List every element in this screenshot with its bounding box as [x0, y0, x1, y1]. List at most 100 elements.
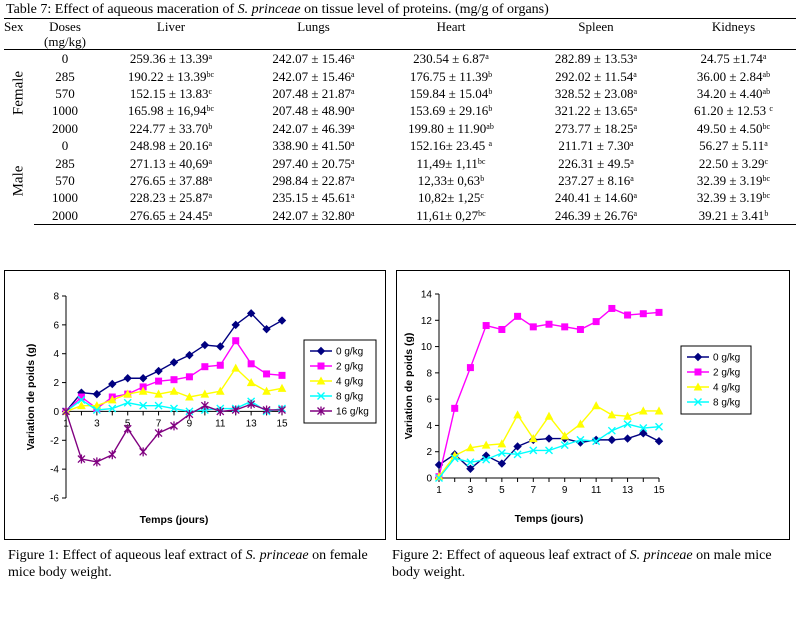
- x-tick-label: 3: [468, 485, 474, 496]
- data-point: [317, 362, 325, 370]
- data-point: [278, 371, 286, 379]
- data-point: [450, 454, 459, 463]
- significance-letter: a: [488, 139, 493, 149]
- value: 259.36 ± 13.39: [129, 51, 209, 67]
- value: 32.39 ± 3.19: [696, 172, 763, 188]
- series-0-g-kg: [61, 309, 287, 416]
- data-point: [215, 386, 225, 395]
- value: 242.07 ± 15.46: [272, 51, 352, 67]
- significance-letter: a: [633, 121, 638, 131]
- x-tick-label: 11: [591, 485, 602, 496]
- x-tick-label: 9: [562, 485, 568, 496]
- y-tick-label: 2: [53, 378, 59, 389]
- data-point: [655, 308, 663, 316]
- header-kidneys: Kidneys: [671, 18, 796, 34]
- y-tick-label: 2: [426, 447, 432, 458]
- heart-cell: 153.69 ± 29.16b: [381, 102, 521, 119]
- liver-cell: 259.36 ± 13.39a: [96, 50, 246, 68]
- data-point: [216, 406, 225, 416]
- significance-letter: b: [764, 208, 769, 218]
- data-point: [92, 457, 101, 467]
- significance-letter: a: [351, 69, 355, 79]
- table-row: 1000 228.23 ± 25.87a 235.15 ± 45.61a 10,82±…: [4, 189, 796, 206]
- value: 152.16± 23.45: [409, 138, 489, 154]
- header-heart: Heart: [381, 18, 521, 34]
- data-point: [138, 386, 148, 395]
- data-point: [497, 439, 507, 448]
- significance-letter: a: [762, 52, 767, 62]
- data-point: [108, 450, 117, 460]
- significance-letter: c: [480, 191, 484, 201]
- lungs-cell: 297.40 ± 20.75a: [246, 154, 381, 171]
- table-row: 570 152.15 ± 13.83c 207.48 ± 21.87a 159.84 …: [4, 85, 796, 102]
- data-point: [576, 435, 585, 444]
- liver-cell: 228.23 ± 25.87a: [96, 189, 246, 206]
- data-point: [655, 422, 663, 431]
- significance-letter: a: [351, 208, 355, 218]
- value: 22.50 ± 3.29: [698, 155, 765, 171]
- significance-letter: a: [351, 121, 355, 131]
- heart-cell: 199.80 ± 11.90ab: [381, 120, 521, 137]
- value: 61.20 ± 12.53: [694, 103, 770, 119]
- legend-label: 2 g/kg: [713, 368, 740, 379]
- value: 153.69 ± 29.16: [409, 103, 489, 119]
- x-axis-label: Temps (jours): [515, 513, 584, 525]
- data-point: [277, 383, 287, 392]
- x-tick-label: 11: [215, 418, 226, 429]
- value: 39.21 ± 3.41: [698, 207, 765, 223]
- data-point: [638, 406, 648, 415]
- data-point: [466, 458, 475, 467]
- significance-letter: a: [764, 139, 768, 149]
- data-point: [545, 446, 553, 455]
- significance-letter: bc: [478, 208, 486, 218]
- sex-label: Male: [10, 165, 27, 197]
- significance-letter: b: [488, 69, 493, 79]
- value: 10,82± 1,25: [418, 190, 481, 206]
- significance-letter: ab: [762, 86, 771, 96]
- data-point: [576, 419, 585, 428]
- data-point: [482, 455, 491, 464]
- significance-letter: a: [351, 52, 355, 62]
- table-row: 285 271.13 ± 40,69a 297.40 ± 20.75a 11,49± …: [4, 154, 796, 171]
- data-point: [592, 318, 600, 326]
- data-point: [247, 399, 256, 409]
- significance-letter: a: [633, 208, 638, 218]
- value: 321.22 ± 13.65: [554, 103, 634, 119]
- y-tick-label: 4: [426, 421, 432, 432]
- data-point: [92, 405, 101, 414]
- data-point: [77, 401, 86, 410]
- spleen-cell: 211.71 ± 7.30a: [521, 137, 671, 154]
- data-point: [639, 310, 647, 318]
- heart-cell: 10,82± 1,25c: [381, 189, 521, 206]
- data-point: [624, 311, 632, 319]
- data-point: [216, 342, 225, 351]
- table-row: Female 0 259.36 ± 13.39a 242.07 ± 15.46a 230…: [4, 50, 796, 115]
- figure2-caption: Figure 2: Effect of aqueous leaf extract…: [392, 548, 772, 580]
- significance-letter: a: [630, 156, 634, 166]
- kidneys-cell: 34.20 ± 4.40ab: [671, 85, 796, 102]
- data-point: [513, 450, 522, 459]
- y-axis-label: Variation de poids (g): [25, 344, 37, 451]
- value: 228.23 ± 25.87: [129, 190, 209, 206]
- legend-label: 4 g/kg: [713, 383, 740, 394]
- lungs-cell: 235.15 ± 45.61a: [246, 189, 381, 206]
- data-point: [514, 312, 522, 320]
- table-row: Male 0 248.98 ± 20.16a 338.90 ± 41.50a 152.1…: [4, 137, 796, 196]
- spleen-cell: 282.89 ± 13.53a: [521, 50, 671, 68]
- value: 36.00 ± 2.84: [696, 68, 763, 84]
- value: 273.77 ± 18.25: [554, 120, 634, 136]
- significance-letter: bc: [762, 121, 771, 131]
- y-tick-label: 0: [53, 407, 59, 418]
- liver-cell: 271.13 ± 40,69a: [96, 154, 246, 171]
- data-point: [607, 435, 617, 445]
- value: 328.52 ± 23.08: [554, 85, 634, 101]
- value: 152.15 ± 13.83: [129, 85, 209, 101]
- dose-cell: 2000: [34, 206, 96, 225]
- value: 224.77 ± 33.70: [129, 120, 209, 136]
- liver-cell: 165.98 ± 16,94bc: [96, 102, 246, 119]
- dose-cell: 0: [61, 51, 69, 67]
- data-point: [466, 464, 475, 474]
- spleen-cell: 246.39 ± 26.76a: [521, 206, 671, 225]
- dose-cell: 2000: [52, 120, 78, 136]
